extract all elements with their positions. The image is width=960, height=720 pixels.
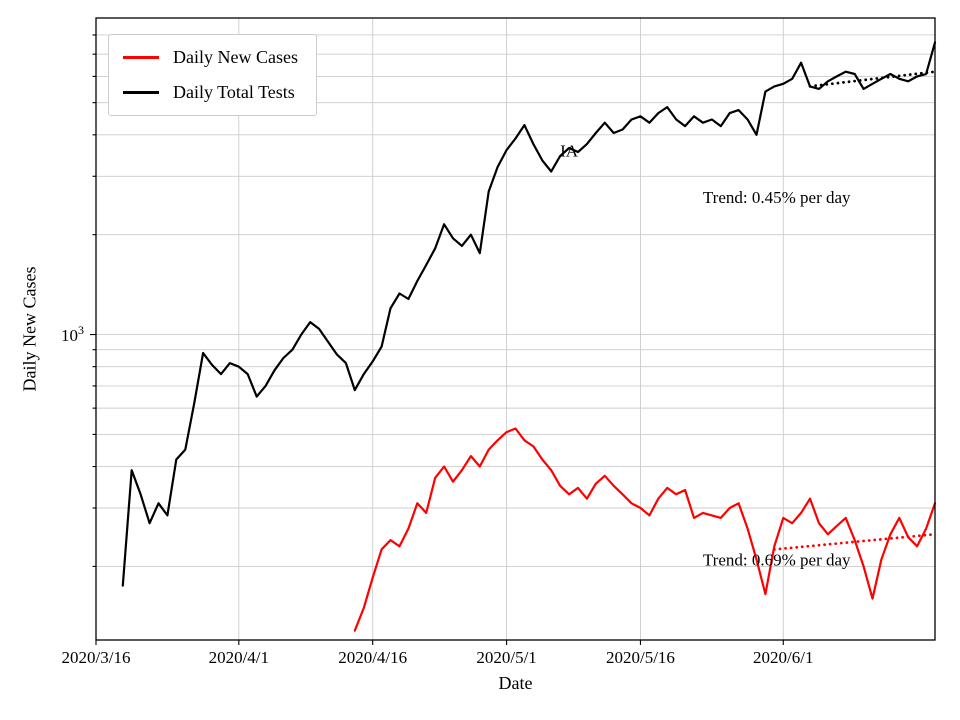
x-tick-label: 2020/4/1 [209,648,269,667]
annotation-trend-cases: Trend: 0.69% per day [703,550,851,569]
x-tick-label: 2020/6/1 [753,648,813,667]
trend-line-daily-new-cases [772,532,937,551]
annotation-state-code: IA [560,142,579,161]
series-layer [121,41,937,632]
axis-layer [90,17,936,645]
x-tick-label: 2020/3/16 [62,648,131,667]
legend-line-black-icon [123,91,159,94]
legend-line-red-icon [123,56,159,59]
plot-border [95,17,936,641]
y-axis-title: Daily New Cases [19,266,40,392]
legend-label: Daily New Cases [173,47,298,67]
grid-layer [95,18,935,640]
trend-line-daily-total-tests [808,70,937,88]
legend-entry-new-cases: Daily New Cases [123,47,298,68]
series-daily-new-cases [353,427,937,632]
annotation-trend-tests: Trend: 0.45% per day [703,188,851,207]
x-axis-title: Date [498,673,533,693]
x-tick-label: 2020/5/16 [606,648,675,667]
tick-label-layer: 2020/3/16 2020/4/1 2020/4/16 2020/5/1 2020/5… [62,648,814,667]
series-daily-total-tests [121,41,937,587]
legend-entry-total-tests: Daily Total Tests [123,82,298,103]
legend-label: Daily Total Tests [173,82,295,102]
x-tick-label: 2020/5/1 [476,648,536,667]
x-tick-label: 2020/4/16 [338,648,407,667]
y-tick-label: 103 [61,323,84,345]
legend: Daily New Cases Daily Total Tests [108,34,317,116]
